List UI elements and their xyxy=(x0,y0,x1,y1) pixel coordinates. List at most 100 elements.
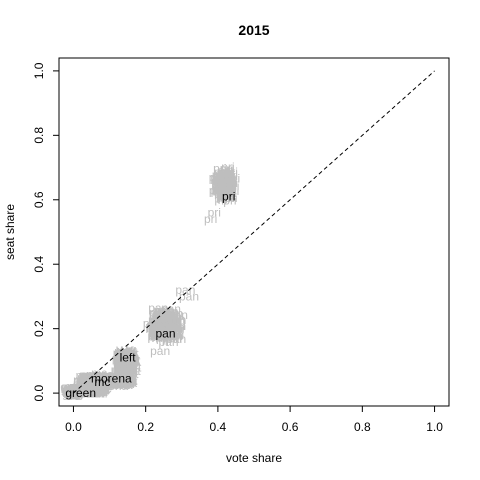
sim-label-mc: mc xyxy=(92,376,108,390)
sim-label-pri: pri xyxy=(221,180,234,194)
sim-label-pan: pan xyxy=(151,309,171,323)
sim-label-green: green xyxy=(71,379,102,393)
sim-label-green: green xyxy=(74,384,105,398)
sim-label-pan: pan xyxy=(151,321,171,335)
sim-label-morena: morena xyxy=(87,374,128,388)
sim-label-pri: pri xyxy=(209,184,222,198)
sim-label-pri: pri xyxy=(217,186,230,200)
sim-label-pan: pan xyxy=(153,322,173,336)
sim-label-pri: pri xyxy=(213,168,226,182)
sim-label-pan: pan xyxy=(158,329,178,343)
sim-label-pri: pri xyxy=(219,170,232,184)
sim-label-mc: mc xyxy=(93,374,109,388)
sim-label-morena: morena xyxy=(73,377,114,391)
sim-label-morena: morena xyxy=(88,372,129,386)
sim-label-pan: pan xyxy=(154,319,174,333)
sim-label-mc: mc xyxy=(89,374,105,388)
sim-label-mc: mc xyxy=(94,378,110,392)
sim-label-morena: morena xyxy=(90,372,131,386)
sim-label-pri: pri xyxy=(217,166,230,180)
sim-label-pri: pri xyxy=(217,175,230,189)
sim-label-mc: mc xyxy=(97,373,113,387)
sim-label-green: green xyxy=(70,382,101,396)
sim-label-left: left xyxy=(121,355,138,369)
sim-label-mc: mc xyxy=(94,370,110,384)
sim-label-morena: morena xyxy=(78,374,119,388)
sim-label-pan: pan xyxy=(149,323,169,337)
sim-label-mc: mc xyxy=(93,376,109,390)
sim-label-pan: pan xyxy=(157,326,177,340)
sim-label-pri: pri xyxy=(210,171,223,185)
sim-label-pan: pan xyxy=(154,315,174,329)
sim-label-green: green xyxy=(64,385,95,399)
sim-label-pri: pri xyxy=(220,162,233,176)
sim-label-mc: mc xyxy=(92,373,108,387)
sim-label-green: green xyxy=(69,379,100,393)
sim-label-morena: morena xyxy=(87,370,128,384)
sim-label-left: left xyxy=(113,348,130,362)
sim-label-left: left xyxy=(123,364,140,378)
equality-reference-line xyxy=(73,70,435,394)
sim-label-morena: morena xyxy=(82,374,123,388)
sim-label-pri: pri xyxy=(218,189,231,203)
sim-label-left: left xyxy=(120,344,137,358)
sim-label-pan: pan xyxy=(148,318,168,332)
sim-label-pri: pri xyxy=(212,168,225,182)
sim-label-pri: pri xyxy=(215,183,228,197)
sim-label-left: left xyxy=(122,352,139,366)
sim-label-mc: mc xyxy=(91,372,107,386)
sim-label-pri: pri xyxy=(218,174,231,188)
sim-label-left: left xyxy=(114,354,131,368)
sim-label-pri: pri xyxy=(218,173,231,187)
sim-label-left: left xyxy=(118,350,135,364)
sim-label-pri: pri xyxy=(214,165,227,179)
sim-label-morena: morena xyxy=(82,375,123,389)
sim-label-green: green xyxy=(71,382,102,396)
sim-label-left: left xyxy=(114,357,131,371)
sim-label-mc: mc xyxy=(91,372,107,386)
sim-label-morena: morena xyxy=(88,369,129,383)
sim-label-left: left xyxy=(117,346,134,360)
sim-label-left: left xyxy=(118,355,135,369)
sim-label-morena: morena xyxy=(79,369,120,383)
sim-label-morena: morena xyxy=(82,377,123,391)
sim-label-green: green xyxy=(67,381,98,395)
sim-label-pri: pri xyxy=(204,212,217,226)
sim-label-pan: pan xyxy=(158,315,178,329)
sim-label-mc: mc xyxy=(92,374,108,388)
sim-label-left: left xyxy=(120,360,137,374)
sim-label-morena: morena xyxy=(83,373,124,387)
sim-label-morena: morena xyxy=(84,376,125,390)
sim-label-pri: pri xyxy=(218,183,231,197)
sim-label-mc: mc xyxy=(91,374,107,388)
sim-label-morena: morena xyxy=(85,374,126,388)
sim-label-left: left xyxy=(117,359,134,373)
sim-label-green: green xyxy=(79,383,110,397)
sim-label-pan: pan xyxy=(165,319,185,333)
simulation-cloud-layer: pripripripripripripripripripripripriprip… xyxy=(60,160,240,400)
sim-label-pri: pri xyxy=(214,178,227,192)
sim-label-mc: mc xyxy=(89,373,105,387)
sim-label-left: left xyxy=(115,362,132,376)
sim-label-pan: pan xyxy=(153,310,173,324)
sim-label-green: green xyxy=(68,382,99,396)
sim-label-pan: pan xyxy=(147,329,167,343)
sim-label-left: left xyxy=(114,368,131,382)
sim-label-pan: pan xyxy=(161,317,181,331)
sim-label-left: left xyxy=(118,353,135,367)
sim-label-morena: morena xyxy=(88,379,129,393)
sim-label-pri: pri xyxy=(224,171,237,185)
sim-label-left: left xyxy=(118,362,135,376)
sim-label-mc: mc xyxy=(89,373,105,387)
sim-label-left: left xyxy=(115,368,132,382)
sim-label-left: left xyxy=(118,357,135,371)
sim-label-pan: pan xyxy=(156,318,176,332)
sim-label-left: left xyxy=(120,360,137,374)
sim-label-green: green xyxy=(64,382,95,396)
sim-label-pri: pri xyxy=(216,175,229,189)
sim-label-morena: morena xyxy=(88,373,129,387)
sim-label-mc: mc xyxy=(89,379,105,393)
sim-label-pri: pri xyxy=(223,194,236,208)
sim-label-pri: pri xyxy=(220,176,233,190)
